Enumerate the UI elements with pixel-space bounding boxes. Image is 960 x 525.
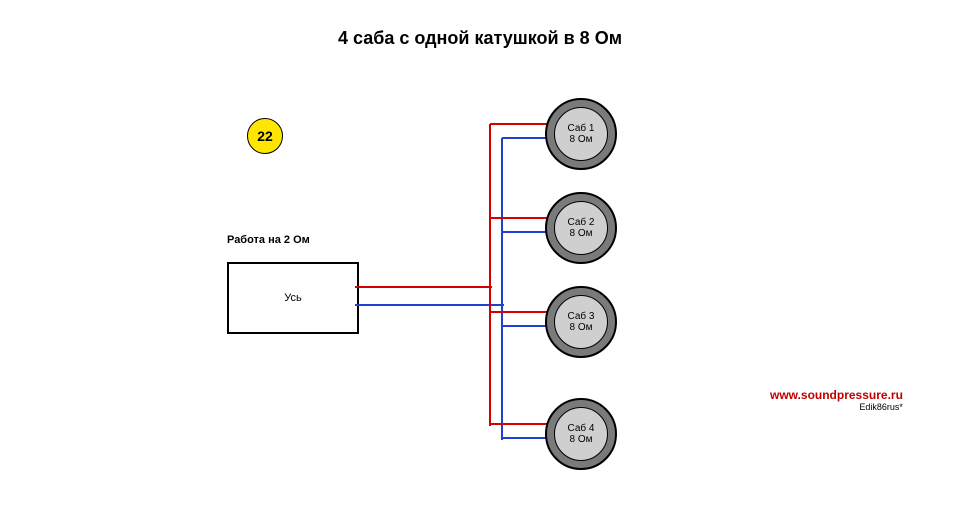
speaker-3-label: Саб 3: [568, 311, 595, 322]
badge-number: 22: [257, 128, 273, 144]
speaker-2-label: Саб 2: [568, 217, 595, 228]
wire-segment: [502, 325, 547, 327]
wire-segment: [490, 423, 547, 425]
page-title: 4 саба с одной катушкой в 8 Ом: [0, 28, 960, 49]
amplifier-box: Усь: [227, 262, 359, 334]
speaker-4: Саб 48 Ом: [545, 398, 617, 470]
wire-segment: [489, 124, 491, 426]
footer-site: www.soundpressure.ru: [770, 388, 903, 402]
footer: www.soundpressure.ru Edik86rus*: [770, 388, 903, 412]
speaker-3: Саб 38 Ом: [545, 286, 617, 358]
speaker-1-label: Саб 1: [568, 123, 595, 134]
speaker-1-ohm: 8 Ом: [570, 134, 593, 145]
speaker-2-cone: Саб 28 Ом: [554, 201, 608, 255]
amplifier-label: Усь: [284, 292, 301, 304]
wire-segment: [490, 311, 547, 313]
wire-segment: [502, 231, 547, 233]
speaker-2-ohm: 8 Ом: [570, 228, 593, 239]
speaker-4-cone: Саб 48 Ом: [554, 407, 608, 461]
diagram-badge: 22: [247, 118, 283, 154]
wire-segment: [490, 123, 547, 125]
speaker-4-label: Саб 4: [568, 423, 595, 434]
speaker-2: Саб 28 Ом: [545, 192, 617, 264]
speaker-1: Саб 18 Ом: [545, 98, 617, 170]
speaker-1-cone: Саб 18 Ом: [554, 107, 608, 161]
speaker-4-ohm: 8 Ом: [570, 434, 593, 445]
wire-segment: [501, 138, 503, 440]
wire-segment: [490, 217, 547, 219]
wire-segment: [355, 304, 504, 306]
wire-segment: [502, 437, 547, 439]
title-text: 4 саба с одной катушкой в 8 Ом: [338, 28, 622, 48]
work-mode-label: Работа на 2 Ом: [227, 234, 310, 246]
footer-credit: Edik86rus*: [770, 402, 903, 412]
speaker-3-ohm: 8 Ом: [570, 322, 593, 333]
wire-segment: [355, 286, 492, 288]
wire-segment: [502, 137, 547, 139]
speaker-3-cone: Саб 38 Ом: [554, 295, 608, 349]
